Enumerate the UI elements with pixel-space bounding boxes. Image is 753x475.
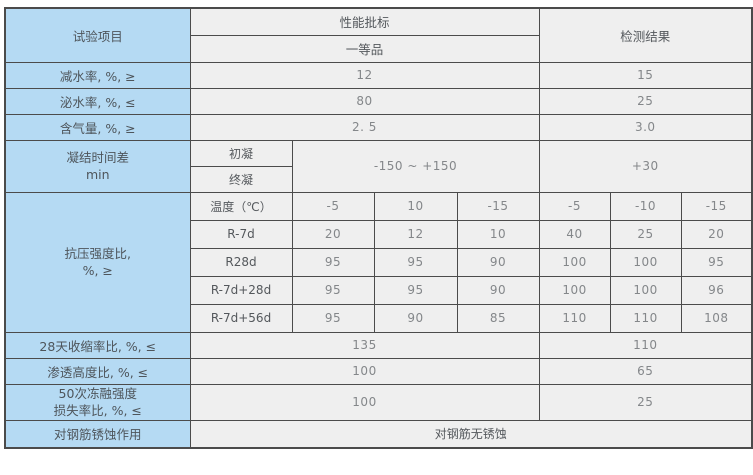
shrinkage-grade: 135	[189, 331, 540, 359]
setting-time-label: 凝结时间差 min	[4, 139, 191, 193]
result-temp-1: -5	[538, 191, 611, 221]
setting-time-final: 终凝	[189, 165, 293, 193]
r7d56d-grade-3: 85	[456, 303, 540, 333]
freeze-thaw-label-line1: 50次冻融强度	[58, 385, 137, 401]
table-row: 泌水率, %, ≤ 80 25	[4, 87, 753, 115]
setting-time-label-line1: 凝结时间差	[66, 149, 129, 165]
r7d56d-result-3: 108	[680, 303, 753, 333]
shrinkage-result: 110	[538, 331, 753, 359]
result-temp-3: -15	[680, 191, 753, 221]
setting-time-initial: 初凝	[189, 139, 293, 167]
table-row: R-7d 20 12 10 40 25 20	[5, 219, 753, 249]
air-content-grade: 2. 5	[189, 113, 540, 141]
water-reduction-result: 15	[538, 61, 753, 89]
r7d28d-grade-3: 90	[456, 275, 540, 305]
freeze-thaw-label-line2: 损失率比, %, ≤	[53, 403, 142, 418]
table-row: 对钢筋锈蚀作用 对钢筋无锈蚀	[4, 419, 753, 449]
r28d-result-2: 100	[609, 247, 682, 277]
r28d-grade-1: 95	[291, 247, 375, 277]
water-reduction-label: 减水率, %, ≥	[4, 61, 191, 89]
penetration-label: 渗透高度比, %, ≤	[4, 357, 191, 385]
compressive-label-line1: 抗压强度比,	[64, 245, 131, 261]
table-row: R-7d+56d 95 90 85 110 110 108	[5, 303, 753, 333]
table-row: 减水率, %, ≥ 12 15	[4, 61, 753, 89]
compressive-label: 抗压强度比, %, ≥	[4, 191, 191, 333]
freeze-thaw-label: 50次冻融强度 损失率比, %, ≤	[4, 383, 191, 421]
table-row: 凝结时间差 min 初凝 -150 ~ +150 +30	[4, 139, 753, 193]
r7d56d-grade-2: 90	[373, 303, 458, 333]
r7d28d-grade-2: 95	[373, 275, 458, 305]
grade-temp-2: 10	[373, 191, 458, 221]
setting-time-label-line2: min	[85, 167, 110, 182]
r28d-result-1: 100	[538, 247, 611, 277]
r7d28d-grade-1: 95	[291, 275, 375, 305]
table-row: 终凝	[5, 165, 752, 193]
header-performance-index: 性能批标	[189, 7, 540, 36]
setting-time-result: +30	[538, 139, 753, 193]
result-temp-2: -10	[609, 191, 682, 221]
r7d-result-3: 20	[680, 219, 753, 249]
r7d-result-1: 40	[538, 219, 611, 249]
penetration-result: 65	[538, 357, 753, 385]
penetration-grade: 100	[189, 357, 540, 385]
r7d-label: R-7d	[189, 219, 293, 249]
r7d-grade-1: 20	[291, 219, 375, 249]
r28d-grade-2: 95	[373, 247, 458, 277]
grade-temp-1: -5	[291, 191, 375, 221]
r7d28d-label: R-7d+28d	[189, 275, 293, 305]
corrosion-label: 对钢筋锈蚀作用	[4, 419, 191, 449]
temperature-label: 温度（℃）	[189, 191, 293, 221]
bleeding-grade: 80	[189, 87, 540, 115]
bleeding-result: 25	[538, 87, 753, 115]
header-first-grade: 一等品	[189, 34, 540, 63]
table-row: 含气量, %, ≥ 2. 5 3.0	[4, 113, 753, 141]
freeze-thaw-grade: 100	[189, 383, 540, 421]
grade-temp-3: -15	[456, 191, 540, 221]
r7d28d-result-2: 100	[609, 275, 682, 305]
table-row: R-7d+28d 95 95 90 100 100 96	[5, 275, 753, 305]
table-row: R28d 95 95 90 100 100 95	[5, 247, 753, 277]
r7d28d-result-3: 96	[680, 275, 753, 305]
shrinkage-label: 28天收缩率比, %, ≤	[4, 331, 191, 359]
r7d-grade-3: 10	[456, 219, 540, 249]
setting-time-grade: -150 ~ +150	[291, 139, 540, 193]
water-reduction-grade: 12	[189, 61, 540, 89]
r7d56d-grade-1: 95	[291, 303, 375, 333]
header-test-item: 试验项目	[4, 7, 191, 63]
air-content-label: 含气量, %, ≥	[4, 113, 191, 141]
air-content-result: 3.0	[538, 113, 753, 141]
table-row: 渗透高度比, %, ≤ 100 65	[4, 357, 753, 385]
table-row: 50次冻融强度 损失率比, %, ≤ 100 25	[4, 383, 753, 421]
r7d-grade-2: 12	[373, 219, 458, 249]
r7d56d-label: R-7d+56d	[189, 303, 293, 333]
r28d-grade-3: 90	[456, 247, 540, 277]
table-row: 28天收缩率比, %, ≤ 135 110	[4, 331, 753, 359]
header-test-result: 检测结果	[538, 7, 753, 63]
r7d56d-result-2: 110	[609, 303, 682, 333]
performance-table: 试验项目 性能批标 检测结果 一等品 减水率, %, ≥ 12 15 泌水率, …	[4, 7, 753, 449]
page: 试验项目 性能批标 检测结果 一等品 减水率, %, ≥ 12 15 泌水率, …	[4, 7, 753, 449]
r28d-label: R28d	[189, 247, 293, 277]
corrosion-value: 对钢筋无锈蚀	[189, 419, 753, 449]
r7d-result-2: 25	[609, 219, 682, 249]
compressive-label-line2: %, ≥	[82, 263, 113, 278]
r7d28d-result-1: 100	[538, 275, 611, 305]
table-row: 抗压强度比, %, ≥ 温度（℃） -5 10 -15 -5 -10 -15	[4, 191, 753, 333]
r7d56d-result-1: 110	[538, 303, 611, 333]
freeze-thaw-result: 25	[538, 383, 753, 421]
r28d-result-3: 95	[680, 247, 753, 277]
bleeding-label: 泌水率, %, ≤	[4, 87, 191, 115]
